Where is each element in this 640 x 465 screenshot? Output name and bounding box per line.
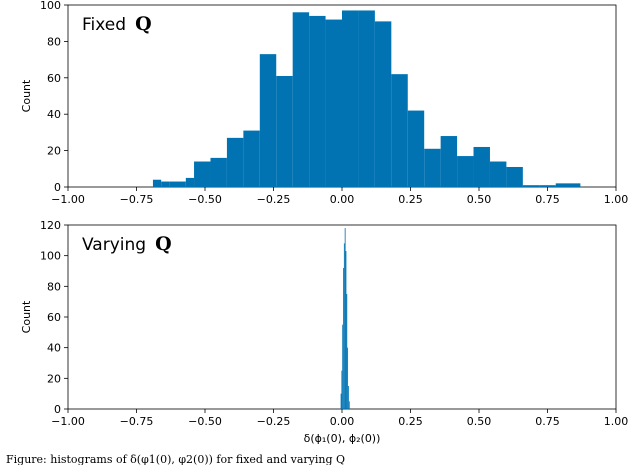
varying-q-x-tick-label-4: 0.00 <box>330 415 355 428</box>
fixed-q-bar-26 <box>555 183 581 187</box>
varying-q-y-tick-label-3: 60 <box>47 311 61 324</box>
varying-q-y-tick-label-0: 0 <box>54 403 61 416</box>
fixed-q-bar-4 <box>194 161 211 187</box>
fixed-q-bar-25 <box>539 185 556 187</box>
fixed-q-bar-12 <box>325 19 342 188</box>
varying-q-x-tick-label-2: −0.50 <box>188 415 222 428</box>
varying-q-bar-6 <box>345 251 347 409</box>
fixed-q-bar-3 <box>185 177 195 187</box>
varying-q-bar-5 <box>344 228 346 409</box>
varying-q-bar-3 <box>343 267 344 409</box>
varying-q-y-tick-label-6: 120 <box>40 219 61 232</box>
varying-q-y-tick-label-4: 80 <box>47 280 61 293</box>
varying-q-y-ticks: 0 20 40 60 80 100 120 <box>40 219 68 416</box>
fixed-q-bar-19 <box>440 136 458 187</box>
varying-q-bars <box>340 228 350 409</box>
fixed-q-x-tick-label-7: 0.75 <box>535 193 560 206</box>
varying-q-bar-9 <box>348 386 349 409</box>
fixed-q-bar-8 <box>259 54 277 187</box>
fixed-q-bar-17 <box>407 110 425 187</box>
fixed-q-y-tick-label-5: 100 <box>40 0 61 12</box>
fixed-q-bar-1 <box>161 181 170 187</box>
fixed-q-bar-22 <box>489 161 507 187</box>
fixed-q-y-axis-label: Count <box>20 79 33 112</box>
varying-q-bar-8 <box>347 347 349 409</box>
varying-q-title-prefix: Varying <box>82 235 146 255</box>
fixed-q-x-tick-label-0: −1.00 <box>51 193 85 206</box>
varying-q-histogram-panel: −1.00 −0.75 −0.50 −0.25 0.00 0.25 0.50 0.75 1.00… <box>20 219 628 445</box>
varying-q-x-tick-label-7: 0.75 <box>535 415 560 428</box>
varying-q-x-tick-label-3: −0.25 <box>257 415 291 428</box>
varying-q-x-axis-label: δ(ϕ₁(0), ϕ₂(0)) <box>304 432 381 445</box>
varying-q-title-symbol: Q <box>155 233 172 255</box>
fixed-q-x-tick-label-1: −0.75 <box>120 193 154 206</box>
fixed-q-y-tick-label-0: 0 <box>54 181 61 194</box>
fixed-q-title-prefix: Fixed <box>82 15 126 35</box>
fixed-q-bar-0 <box>152 179 162 187</box>
fixed-q-bar-11 <box>309 15 326 188</box>
fixed-q-bar-21 <box>473 146 490 187</box>
varying-q-bar-10 <box>348 401 350 409</box>
fixed-q-bar-24 <box>522 185 540 187</box>
fixed-q-y-tick-label-1: 20 <box>47 145 61 158</box>
fixed-q-bar-15 <box>374 21 392 187</box>
fixed-q-bar-16 <box>391 74 408 187</box>
varying-q-bar-1 <box>341 370 343 409</box>
fixed-q-bar-9 <box>276 75 293 187</box>
fixed-q-y-tick-label-2: 40 <box>47 108 61 121</box>
fixed-q-x-tick-label-3: −0.25 <box>257 193 291 206</box>
fixed-q-bar-10 <box>292 12 310 188</box>
varying-q-bar-0 <box>340 393 342 409</box>
fixed-q-y-ticks: 0 20 40 60 80 100 <box>40 0 68 194</box>
varying-q-y-tick-label-2: 40 <box>47 342 61 355</box>
varying-q-bar-2 <box>342 324 344 409</box>
fixed-q-title-symbol: Q <box>135 13 152 35</box>
fixed-q-x-tick-label-2: −0.50 <box>188 193 222 206</box>
fixed-q-x-tick-label-8: 1.00 <box>604 193 629 206</box>
fixed-q-bar-20 <box>457 156 474 187</box>
fixed-q-title: Fixed Q <box>82 13 152 35</box>
fixed-q-bar-7 <box>243 130 260 187</box>
fixed-q-bar-23 <box>506 166 523 187</box>
varying-q-y-axis-label: Count <box>20 300 33 333</box>
varying-q-bar-7 <box>346 294 348 409</box>
fixed-q-x-tick-label-5: 0.25 <box>398 193 423 206</box>
fixed-q-bar-6 <box>226 137 244 187</box>
fixed-q-bar-14 <box>358 10 375 187</box>
varying-q-title: Varying Q <box>82 233 172 255</box>
varying-q-y-tick-label-5: 100 <box>40 250 61 263</box>
fixed-q-y-tick-label-4: 80 <box>47 35 61 48</box>
fixed-q-bars <box>152 10 581 188</box>
fixed-q-x-ticks: −1.00 −0.75 −0.50 −0.25 0.00 0.25 0.50 0.75 1.00 <box>51 187 628 206</box>
fixed-q-y-tick-label-3: 60 <box>47 72 61 85</box>
varying-q-y-tick-label-1: 20 <box>47 372 61 385</box>
varying-q-x-tick-label-1: −0.75 <box>120 415 154 428</box>
fixed-q-x-tick-label-6: 0.50 <box>467 193 492 206</box>
fixed-q-bar-13 <box>342 10 359 187</box>
fixed-q-bar-2 <box>169 181 186 187</box>
fixed-q-x-tick-label-4: 0.00 <box>330 193 355 206</box>
fixed-q-histogram-panel: −1.00 −0.75 −0.50 −0.25 0.00 0.25 0.50 0.75 1.00… <box>20 0 628 206</box>
varying-q-x-tick-label-0: −1.00 <box>51 415 85 428</box>
varying-q-x-tick-label-5: 0.25 <box>398 415 423 428</box>
fixed-q-bar-18 <box>424 148 441 187</box>
varying-q-x-tick-label-6: 0.50 <box>467 415 492 428</box>
varying-q-x-tick-label-8: 1.00 <box>604 415 629 428</box>
caption-fragment: Figure: histograms of δ(φ1(0), φ2(0)) fo… <box>6 453 345 465</box>
fixed-q-bar-5 <box>210 157 227 187</box>
varying-q-x-ticks: −1.00 −0.75 −0.50 −0.25 0.00 0.25 0.50 0.75 1.00 <box>51 409 628 428</box>
varying-q-bar-4 <box>343 243 345 409</box>
